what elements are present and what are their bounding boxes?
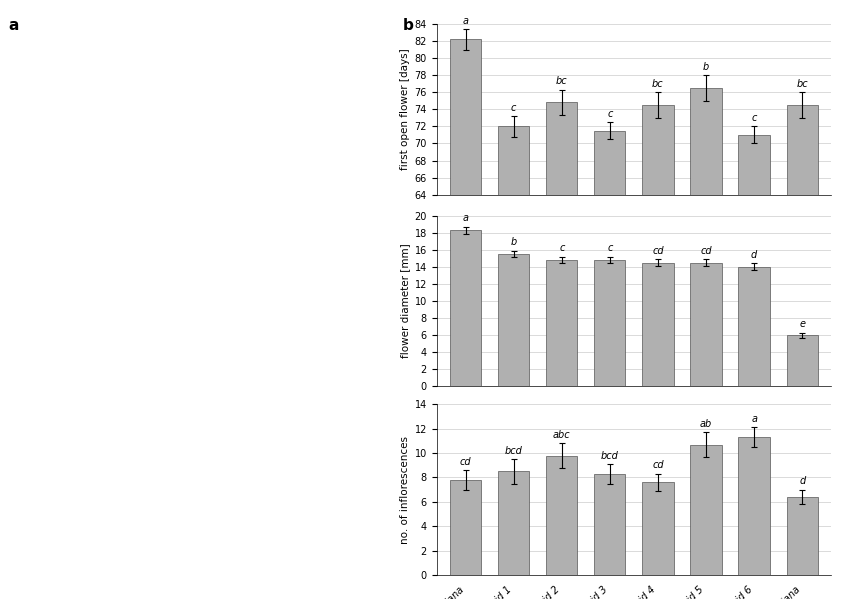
Bar	[546, 260, 577, 386]
Text: c: c	[607, 243, 612, 253]
Bar	[498, 471, 529, 575]
Text: cd: cd	[700, 246, 711, 256]
Text: bc: bc	[796, 79, 808, 89]
Text: d: d	[751, 250, 757, 260]
Text: a: a	[462, 16, 469, 26]
Text: c: c	[511, 103, 516, 113]
Bar	[450, 480, 481, 575]
Bar	[787, 105, 817, 599]
Bar	[739, 267, 770, 386]
Text: b: b	[403, 18, 414, 33]
Bar	[642, 262, 673, 386]
Text: a: a	[8, 18, 19, 33]
Bar	[787, 335, 817, 386]
Bar	[498, 126, 529, 599]
Bar	[450, 40, 481, 599]
Text: d: d	[799, 476, 806, 486]
Y-axis label: first open flower [days]: first open flower [days]	[400, 49, 410, 170]
Y-axis label: no. of inflorescences: no. of inflorescences	[400, 435, 410, 544]
Text: cd: cd	[460, 457, 471, 467]
Bar	[450, 230, 481, 386]
Text: bc: bc	[556, 76, 567, 86]
Text: a: a	[462, 213, 469, 223]
Text: b: b	[510, 237, 516, 247]
Text: a: a	[751, 414, 757, 424]
Text: bcd: bcd	[601, 450, 619, 461]
Text: e: e	[799, 319, 806, 329]
Text: cd: cd	[652, 461, 664, 470]
Bar	[787, 497, 817, 575]
Text: cd: cd	[652, 246, 664, 256]
Text: c: c	[751, 113, 756, 123]
Text: bc: bc	[652, 79, 664, 89]
Bar	[690, 262, 722, 386]
Bar	[642, 482, 673, 575]
Bar	[690, 88, 722, 599]
Bar	[546, 456, 577, 575]
Bar	[642, 105, 673, 599]
Bar	[594, 474, 626, 575]
Bar	[690, 444, 722, 575]
Text: ab: ab	[700, 419, 712, 429]
Bar	[546, 102, 577, 599]
Bar	[739, 135, 770, 599]
Text: c: c	[559, 243, 565, 253]
Y-axis label: flower diameter [mm]: flower diameter [mm]	[400, 244, 410, 358]
Bar	[594, 260, 626, 386]
Text: abc: abc	[553, 430, 571, 440]
Bar	[594, 131, 626, 599]
Text: c: c	[607, 108, 612, 119]
Text: b: b	[703, 62, 709, 72]
Text: bcd: bcd	[505, 446, 522, 456]
Bar	[498, 254, 529, 386]
Bar	[739, 437, 770, 575]
